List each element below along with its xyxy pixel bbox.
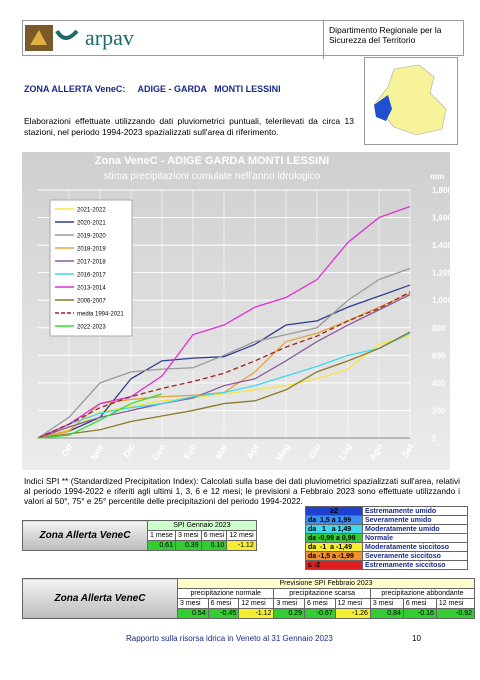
zone: Zona Allerta VeneC	[22, 578, 178, 619]
col-header: 12 mesi	[238, 598, 275, 609]
y-tick-label: 200	[432, 406, 446, 415]
spi-value: 0.61	[147, 540, 176, 551]
col-header: 12 mesi	[226, 530, 257, 541]
forecast-value: -0.16	[402, 608, 437, 619]
spi-value: 0.10	[200, 540, 228, 551]
logo-icon	[25, 25, 79, 51]
col-header: 6 mesi	[200, 530, 228, 541]
y-tick-label: 400	[432, 379, 446, 388]
header: arpav Dipartimento Regionale per la Sicu…	[22, 20, 464, 59]
legend-label: 2006-2007	[77, 299, 106, 305]
table-title: Previsione SPI Febbraio 2023	[177, 578, 475, 589]
legend-label: media 1994-2021	[77, 312, 124, 318]
y-tick-label: 600	[432, 351, 446, 360]
group-header: precipitazione abbondante	[369, 588, 476, 599]
series-line	[37, 393, 163, 439]
forecast-table: Zona Allerta VeneC Previsione SPI Febbrai…	[22, 578, 476, 619]
footer-text: Rapporto sulla risorsa idrica in Veneto …	[126, 634, 333, 643]
col-header: 12 mesi	[435, 598, 476, 609]
col-header: 3 mesi	[273, 598, 306, 609]
chart-title: Zona VeneC - ADIGE GARDA MONTI LESSINI	[95, 155, 329, 167]
legend-range: da -1 a -1,49	[305, 542, 363, 552]
forecast-value: 0.84	[369, 608, 404, 619]
spi-table: Zona Allerta VeneC SPI Gennaio 2023 1 mes…	[22, 520, 257, 551]
col-header: 12 mesi	[334, 598, 371, 609]
group-header: precipitazione normale	[176, 588, 275, 599]
department: Dipartimento Regionale per la Sicurezza …	[323, 21, 459, 59]
table-title: SPI Gennaio 2023	[147, 520, 257, 531]
legend-label: 2018-2019	[77, 247, 106, 253]
legend-range: ≤ -2	[305, 560, 363, 570]
spi-value: 0.39	[174, 540, 202, 551]
y-label: mm	[430, 172, 444, 181]
forecast-value: 0.54	[177, 608, 209, 619]
legend-label: Severamente siccitoso	[362, 551, 468, 561]
page-number: 10	[412, 634, 421, 643]
forecast-value: -0.45	[207, 608, 240, 619]
zone: Zona Allerta VeneC	[22, 520, 148, 551]
zone-title: ZONA ALLERTA VeneC: ADIGE - GARDA MONTI …	[24, 84, 281, 94]
series-line	[37, 332, 411, 439]
chart-subtitle: stima precipitazioni cumulate nell'anno …	[104, 171, 321, 182]
spi-value: -1.12	[226, 540, 257, 551]
legend-label: 2022-2023	[77, 325, 106, 331]
y-tick-label: 800	[432, 324, 446, 333]
legend-label: Normale	[362, 533, 468, 543]
legend-label: Moderatamente umido	[362, 524, 468, 534]
legend-range: da -0,99 a 0,99	[305, 533, 363, 543]
legend-range: da -1,5 a -1,99	[305, 551, 363, 561]
col-header: 1 mese	[147, 530, 176, 541]
forecast-value: -1.26	[334, 608, 371, 619]
col-header: 3 mesi	[174, 530, 202, 541]
forecast-value: -0.67	[304, 608, 336, 619]
legend-label: 2013-2014	[77, 286, 106, 292]
col-header: 6 mesi	[402, 598, 437, 609]
legend-label: 2021-2022	[77, 208, 106, 214]
spi-legend: ≥2 Estremamente umido da 1,5 a 1,99 Severam…	[305, 506, 468, 570]
intro: Elaborazioni effettuate utilizzando dati…	[24, 116, 354, 137]
series-line	[37, 331, 411, 439]
group-header: precipitazione scarsa	[273, 588, 371, 599]
series-line	[37, 291, 411, 439]
y-tick-label: 1,000	[432, 296, 450, 305]
legend-label: 2019-2020	[77, 234, 106, 240]
y-tick-label: 0	[432, 434, 437, 443]
col-header: 3 mesi	[369, 598, 404, 609]
y-tick-label: 1,600	[432, 214, 450, 223]
col-header: 6 mesi	[304, 598, 336, 609]
col-header: 6 mesi	[207, 598, 240, 609]
legend-label: Estremamente siccitoso	[362, 560, 468, 570]
legend-label: 2020-2021	[77, 221, 106, 227]
legend-range: ≥2	[305, 506, 363, 516]
legend-label: 2017-2018	[77, 260, 106, 266]
series-line	[37, 267, 411, 439]
legend-range: da 1 a 1,49	[305, 524, 363, 534]
legend-range: da 1,5 a 1,99	[305, 515, 363, 525]
map	[364, 57, 458, 145]
series-line	[37, 205, 411, 439]
forecast-value: -1.12	[238, 608, 275, 619]
y-tick-label: 1,800	[432, 186, 450, 195]
y-tick-label: 1,400	[432, 241, 450, 250]
forecast-value: -0.92	[435, 608, 476, 619]
spi-text: Indici SPI ** (Standardized Precipitatio…	[24, 476, 460, 506]
series-line	[37, 294, 411, 439]
logo-text: arpav	[85, 25, 134, 50]
y-tick-label: 1,200	[432, 269, 450, 278]
col-header: 3 mesi	[177, 598, 209, 609]
legend-label: Moderatamente siccitoso	[362, 542, 468, 552]
legend-label: Severamente umido	[362, 515, 468, 525]
forecast-value: 0.29	[273, 608, 306, 619]
series-line	[37, 335, 411, 439]
legend-label: 2016-2017	[77, 273, 106, 279]
legend-label: Estremamente umido	[362, 506, 468, 516]
chart: Zona VeneC - ADIGE GARDA MONTI LESSINI s…	[22, 152, 450, 470]
